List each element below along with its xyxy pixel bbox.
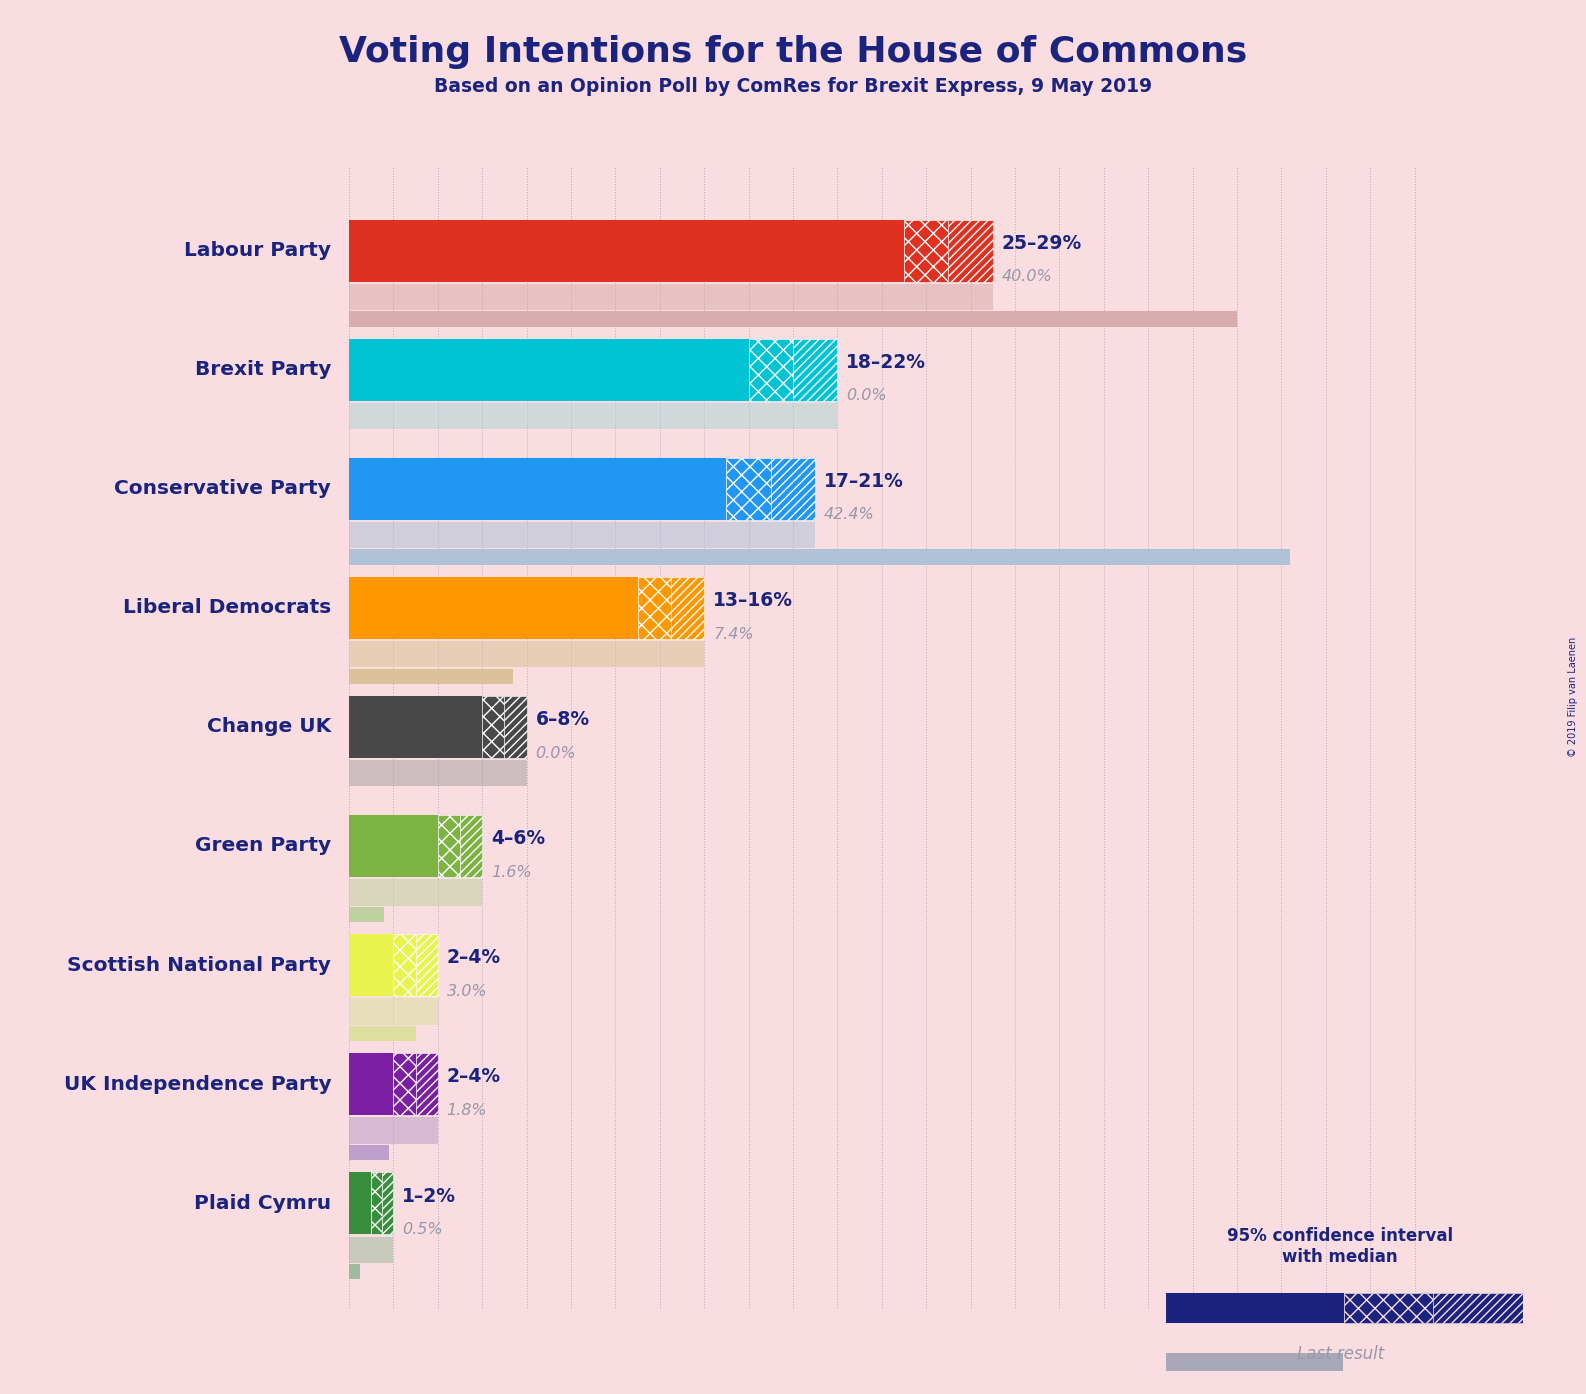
Bar (349, 311, 1237, 326)
Bar (771, 457, 815, 520)
Bar (349, 998, 438, 1025)
Bar (349, 880, 482, 906)
Bar (349, 906, 384, 923)
Bar (393, 1054, 416, 1115)
Bar (1345, 1292, 1434, 1323)
Bar (349, 1264, 360, 1280)
Bar (749, 339, 793, 400)
Text: 2–4%: 2–4% (447, 948, 501, 967)
Bar (416, 1054, 438, 1115)
Text: 1.6%: 1.6% (492, 864, 531, 880)
Bar (1166, 1352, 1343, 1372)
Bar (349, 1026, 416, 1041)
Bar (726, 457, 771, 520)
Bar (671, 577, 704, 638)
Bar (349, 760, 527, 786)
Text: © 2019 Filip van Laenen: © 2019 Filip van Laenen (1569, 637, 1578, 757)
Text: Last result: Last result (1296, 1345, 1385, 1363)
Bar (349, 403, 837, 429)
Bar (504, 696, 527, 758)
Bar (349, 1054, 393, 1115)
Bar (438, 815, 460, 877)
Text: 4–6%: 4–6% (492, 829, 546, 849)
Bar (349, 284, 993, 311)
Bar (382, 1172, 393, 1234)
Text: 0.5%: 0.5% (403, 1223, 442, 1236)
Bar (416, 934, 438, 995)
Text: 17–21%: 17–21% (825, 473, 904, 491)
Text: 95% confidence interval
with median: 95% confidence interval with median (1228, 1227, 1453, 1266)
Text: 0.0%: 0.0% (847, 389, 887, 403)
Bar (904, 220, 948, 282)
Bar (948, 220, 993, 282)
Text: 2–4%: 2–4% (447, 1068, 501, 1086)
Bar (393, 934, 416, 995)
Bar (793, 339, 837, 400)
Bar (349, 696, 482, 758)
Bar (349, 577, 638, 638)
Text: Labour Party: Labour Party (184, 241, 331, 261)
Text: 7.4%: 7.4% (714, 626, 753, 641)
Bar (349, 641, 704, 668)
Bar (349, 523, 815, 548)
Text: 0.0%: 0.0% (536, 746, 576, 761)
Text: 6–8%: 6–8% (536, 711, 590, 729)
Text: 42.4%: 42.4% (825, 507, 875, 523)
Text: Based on an Opinion Poll by ComRes for Brexit Express, 9 May 2019: Based on an Opinion Poll by ComRes for B… (435, 77, 1151, 96)
Bar (349, 1144, 389, 1160)
Text: Green Party: Green Party (195, 836, 331, 856)
Bar (482, 696, 504, 758)
Bar (371, 1172, 382, 1234)
Bar (349, 1172, 371, 1234)
Bar (349, 457, 726, 520)
Text: 3.0%: 3.0% (447, 984, 487, 998)
Text: Conservative Party: Conservative Party (114, 480, 331, 498)
Text: 1.8%: 1.8% (447, 1103, 487, 1118)
Bar (349, 815, 438, 877)
Bar (1166, 1292, 1345, 1323)
Bar (349, 339, 749, 400)
Text: Change UK: Change UK (206, 718, 331, 736)
Bar (349, 669, 514, 684)
Text: 40.0%: 40.0% (1002, 269, 1053, 284)
Text: 1–2%: 1–2% (403, 1186, 457, 1206)
Bar (460, 815, 482, 877)
Text: 13–16%: 13–16% (714, 591, 793, 611)
Bar (349, 934, 393, 995)
Bar (349, 1236, 393, 1263)
Text: Liberal Democrats: Liberal Democrats (122, 598, 331, 618)
Text: 25–29%: 25–29% (1002, 234, 1082, 252)
Bar (349, 1118, 438, 1143)
Text: Brexit Party: Brexit Party (195, 360, 331, 379)
Bar (349, 220, 904, 282)
Text: UK Independence Party: UK Independence Party (63, 1075, 331, 1094)
Text: Scottish National Party: Scottish National Party (67, 955, 331, 974)
Bar (349, 549, 1291, 565)
Text: 18–22%: 18–22% (847, 353, 926, 372)
Text: Plaid Cymru: Plaid Cymru (193, 1193, 331, 1213)
Text: Voting Intentions for the House of Commons: Voting Intentions for the House of Commo… (339, 35, 1247, 68)
Bar (1434, 1292, 1523, 1323)
Bar (638, 577, 671, 638)
